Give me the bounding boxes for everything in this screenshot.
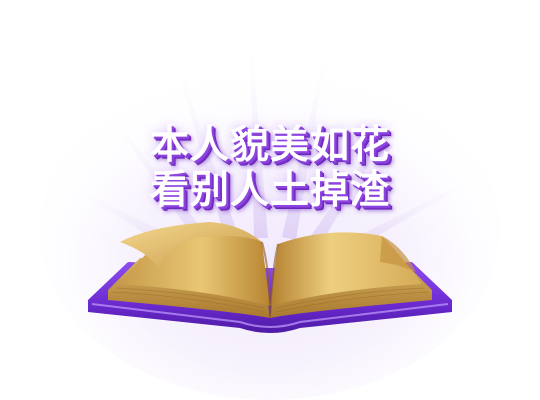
title-line-1: 本人貌美如花 [149,123,390,168]
page-flap [120,222,262,268]
open-book-icon [88,222,452,333]
background-glow [40,60,500,400]
title-line-2: 看别人土掉渣 [149,168,390,213]
light-rays [60,20,490,262]
